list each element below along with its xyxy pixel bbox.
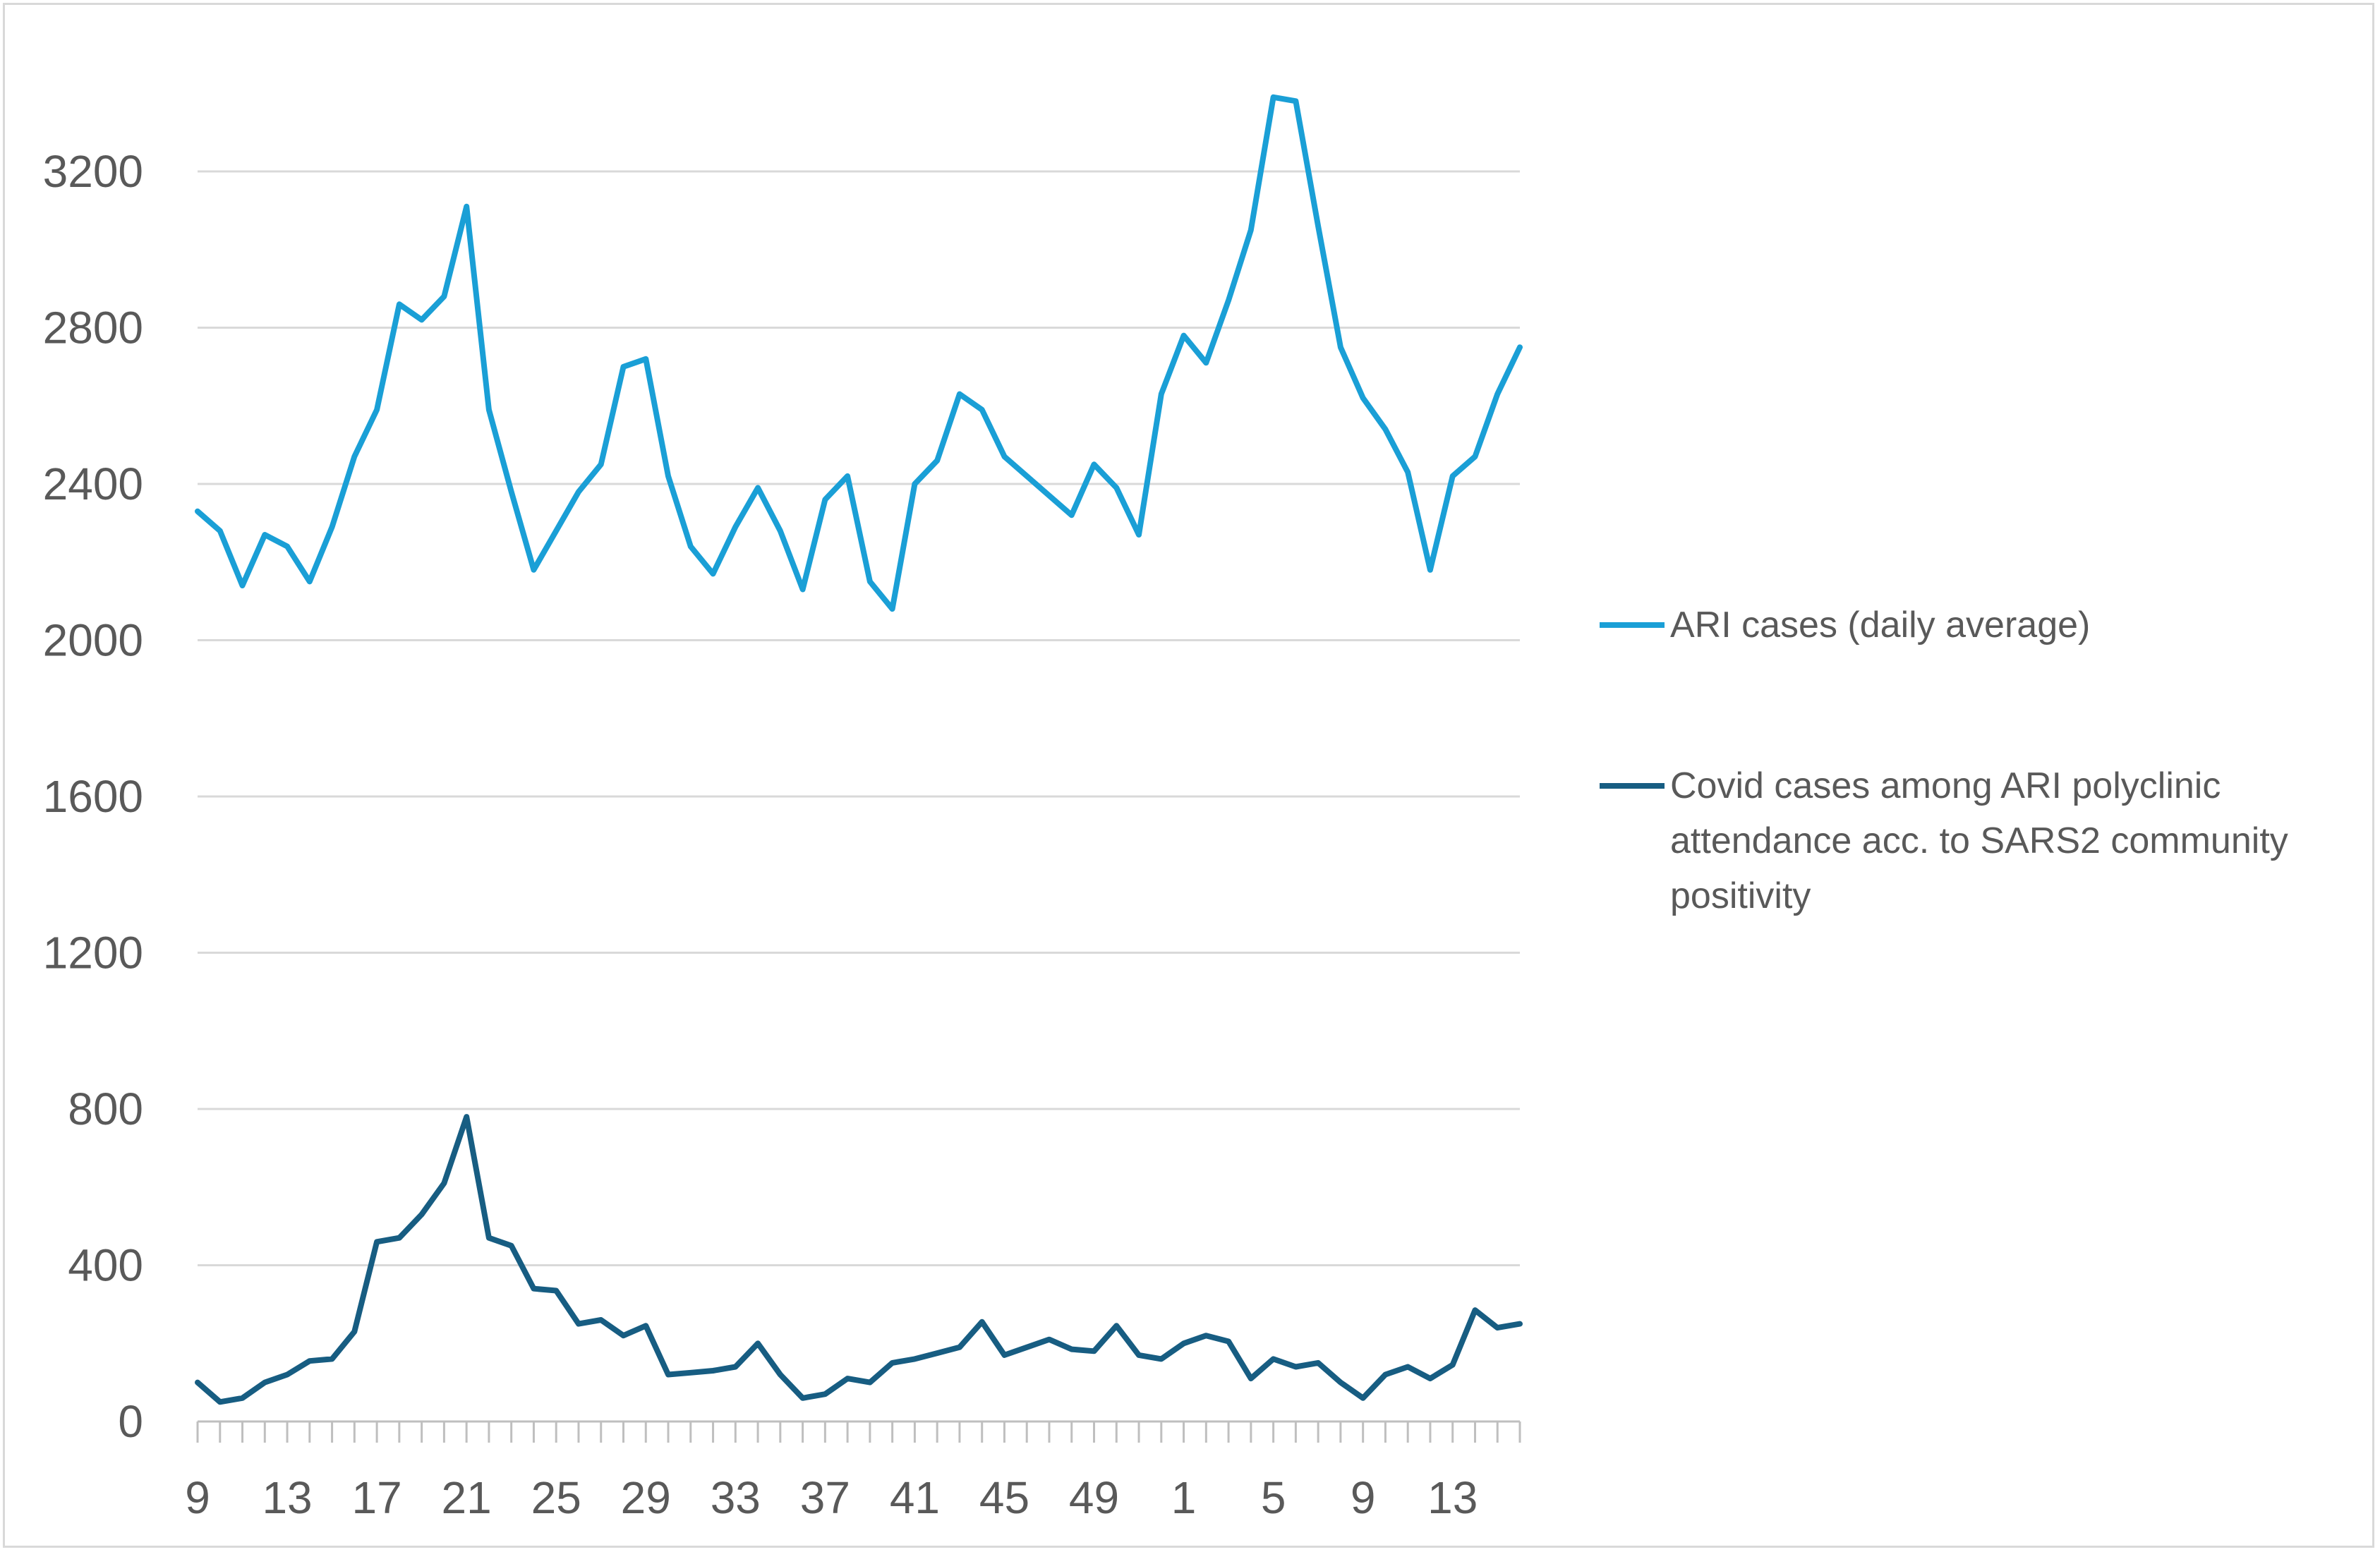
x-tick-label: 45	[979, 1472, 1029, 1523]
x-tick-label: 37	[800, 1472, 850, 1523]
series-line-covid	[195, 1114, 1523, 1405]
x-tick-label: 41	[890, 1472, 940, 1523]
legend-item-ari: ARI cases (daily average)	[1600, 598, 2362, 653]
y-tick-label: 3200	[43, 146, 143, 197]
x-tick-label: 9	[185, 1472, 210, 1523]
chart-area: 0 400 800 1200 1600 2000 2400 2800 3200 9 13 17 21 2…	[3, 3, 2374, 1548]
x-tick-label: 49	[1069, 1472, 1119, 1523]
y-tick-label: 800	[68, 1084, 143, 1134]
x-tick-label: 17	[352, 1472, 402, 1523]
x-axis	[196, 1420, 1521, 1443]
x-tick-label: 25	[531, 1472, 581, 1523]
x-tick-label: 5	[1261, 1472, 1286, 1523]
y-axis-tick-labels: 0 400 800 1200 1600 2000 2400 2800 3200	[43, 146, 143, 1447]
x-tick-label: 9	[1351, 1472, 1376, 1523]
x-tick-label: 13	[1427, 1472, 1478, 1523]
series-lines	[195, 94, 1523, 1405]
legend-label-ari: ARI cases (daily average)	[1670, 605, 2091, 645]
x-tick-label: 13	[262, 1472, 312, 1523]
legend-label-covid: Covid cases among ARI polyclinic attenda…	[1670, 765, 2288, 916]
x-tick-label: 21	[442, 1472, 492, 1523]
x-tick-label: 1	[1171, 1472, 1197, 1523]
y-tick-label: 2000	[43, 615, 143, 666]
line-chart: 0 400 800 1200 1600 2000 2400 2800 3200 9 13 17 21 2…	[43, 94, 1523, 1523]
y-tick-label: 1200	[43, 928, 143, 978]
x-axis-tick-labels: 9 13 17 21 25 29 33 37 41 45 49 1 5 9 13	[185, 1472, 1478, 1523]
y-tick-label: 400	[68, 1240, 143, 1291]
y-tick-label: 0	[118, 1396, 143, 1447]
x-tick-label: 29	[621, 1472, 671, 1523]
x-tick-label: 33	[711, 1472, 761, 1523]
gridlines	[198, 170, 1520, 1266]
legend: ARI cases (daily average) Covid cases am…	[1600, 598, 2362, 1029]
legend-swatch-covid	[1600, 783, 1665, 789]
y-tick-label: 1600	[43, 771, 143, 822]
series-line-ari	[195, 94, 1523, 612]
legend-swatch-ari	[1600, 622, 1665, 628]
y-tick-label: 2400	[43, 459, 143, 509]
legend-item-covid: Covid cases among ARI polyclinic attenda…	[1600, 758, 2362, 923]
y-tick-label: 2800	[43, 303, 143, 353]
